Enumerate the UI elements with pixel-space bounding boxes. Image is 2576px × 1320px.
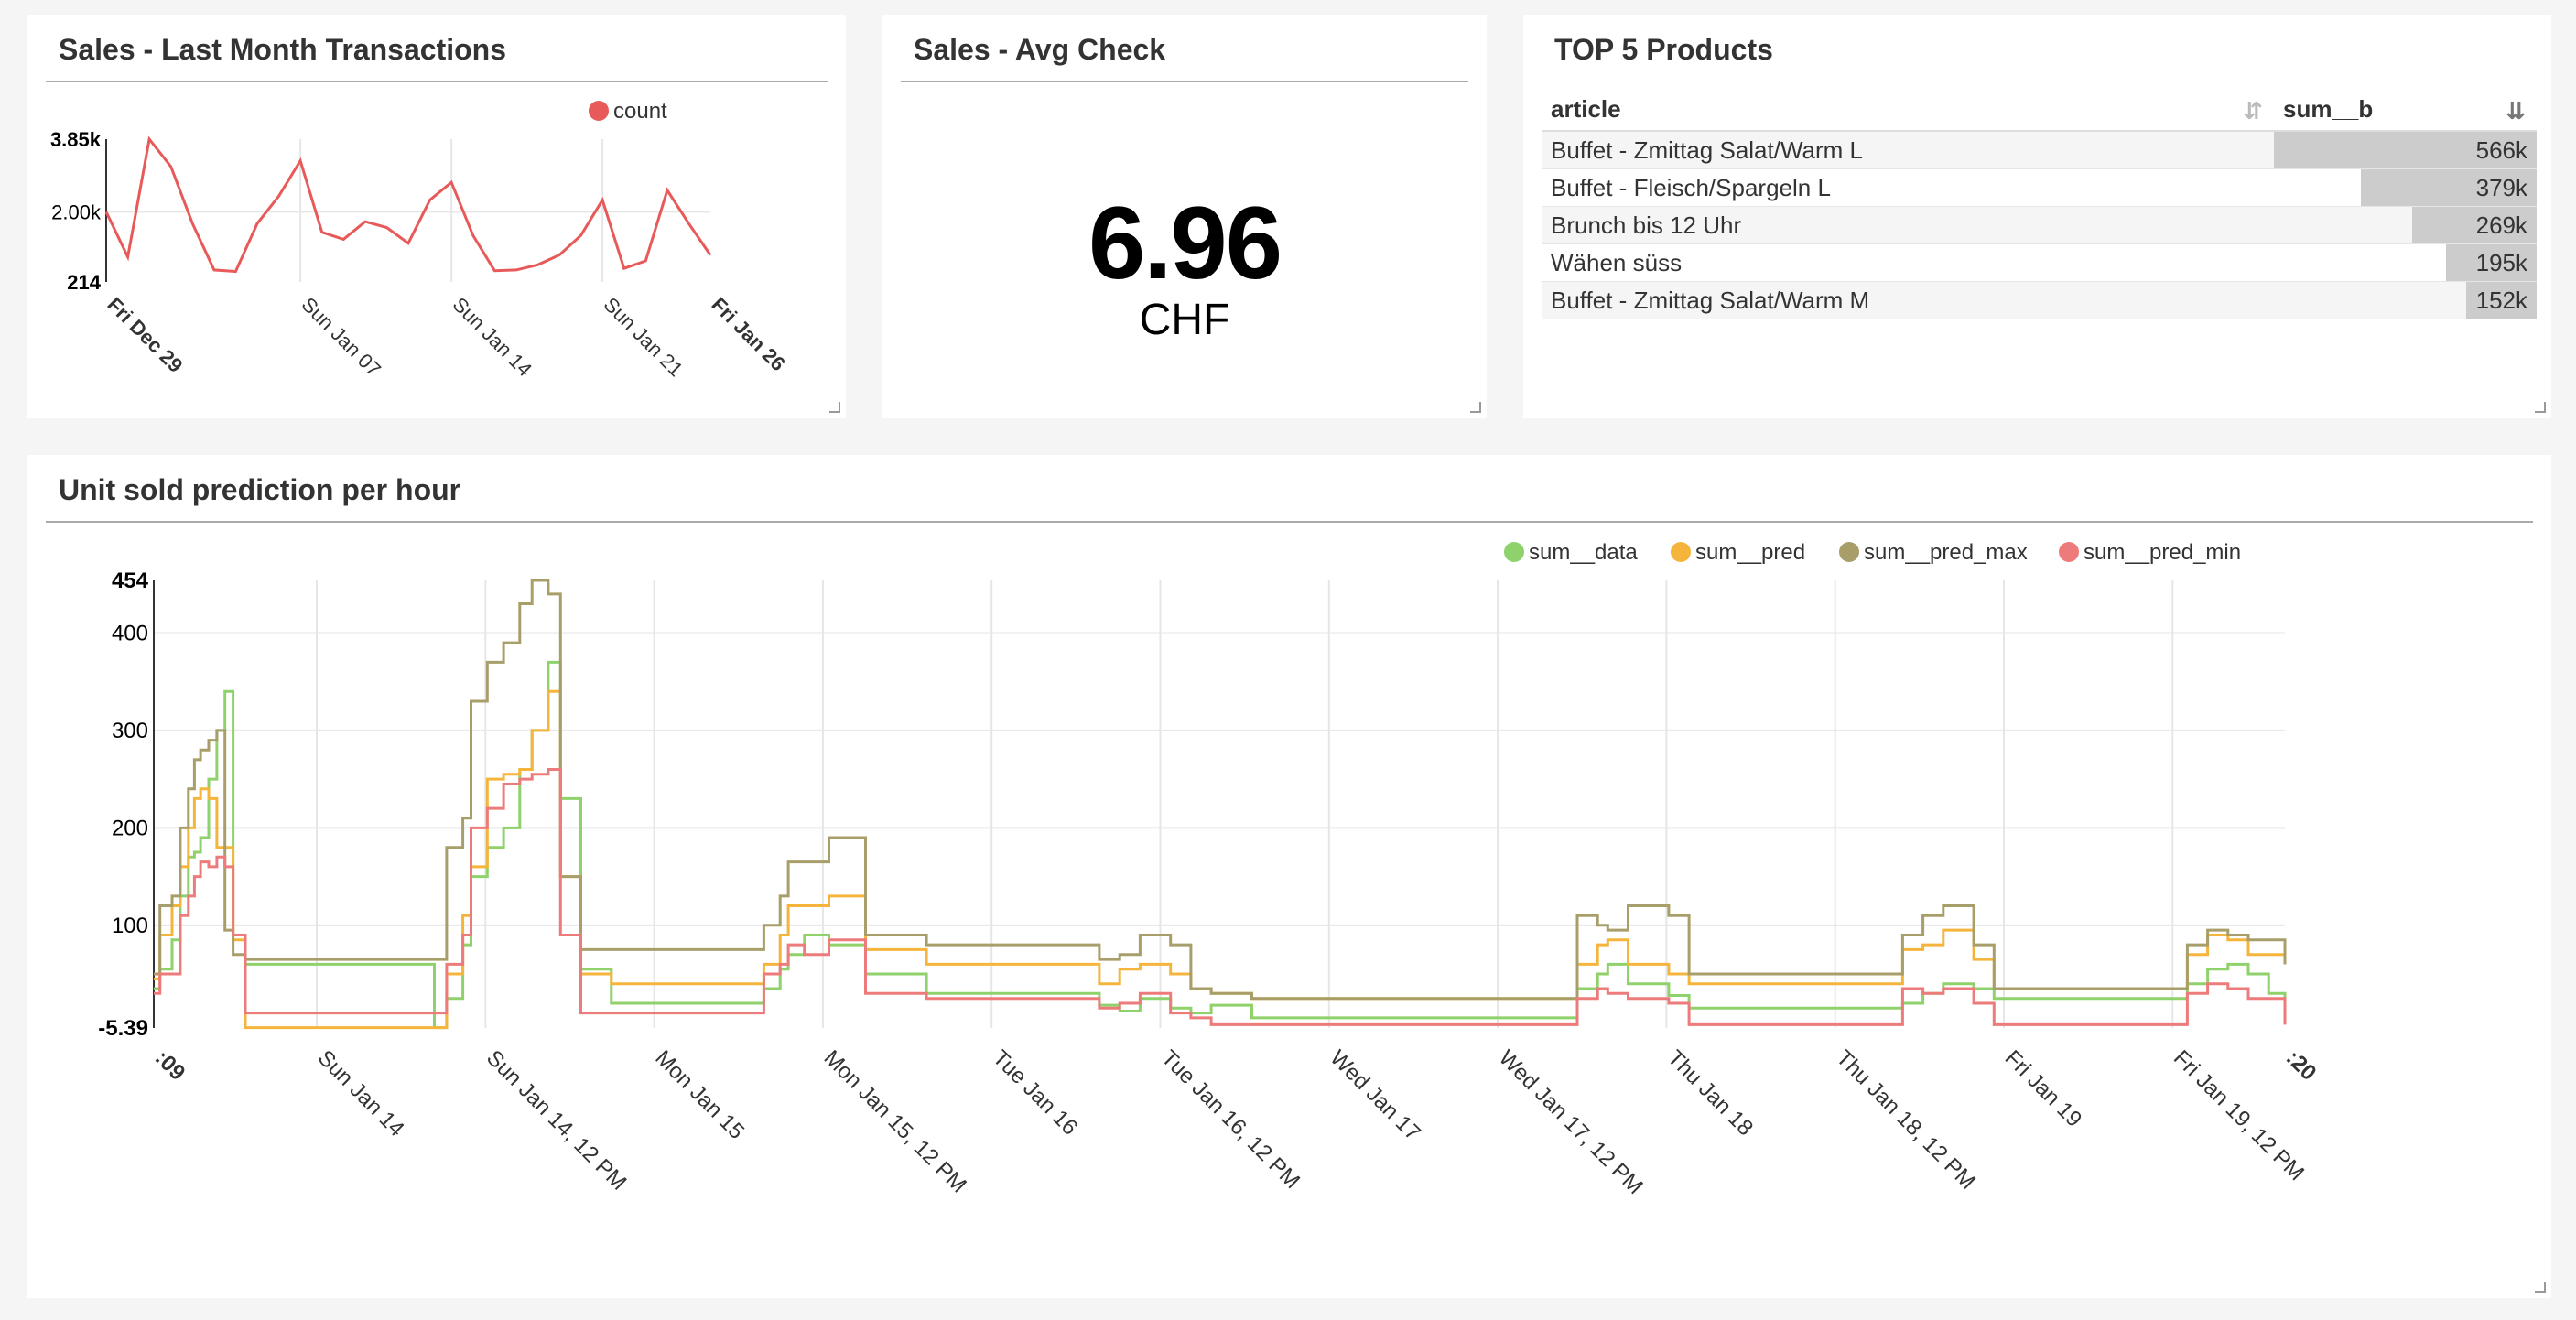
legend-label: sum__pred_max — [1864, 540, 2028, 565]
y-tick-label: 3.85k — [50, 128, 102, 151]
legend-label: sum__pred — [1695, 540, 1805, 565]
y-tick-label: 454 — [112, 568, 149, 593]
value-bar — [2360, 169, 2537, 206]
article-cell: Buffet - Zmittag Salat/Warm L — [1542, 131, 2274, 169]
panel-title: Unit sold prediction per hour — [59, 473, 461, 506]
x-tick-label: Wed Jan 17, 12 PM — [1494, 1045, 1648, 1199]
x-tick-label: Fri Jan 19 — [2000, 1045, 2087, 1132]
title-divider — [901, 81, 1468, 82]
table-row[interactable]: Buffet - Fleisch/Spargeln L 379k — [1542, 168, 2537, 207]
y-tick-label: 200 — [112, 816, 148, 840]
x-tick-label: Wed Jan 17 — [1326, 1045, 1425, 1145]
y-tick-label: 300 — [112, 719, 148, 743]
value-cell: 269k — [2274, 206, 2537, 244]
series-line-sum__pred — [154, 689, 2287, 1030]
x-tick-label: :09 — [150, 1045, 190, 1086]
sort-icon[interactable]: ⇵ — [2243, 97, 2263, 124]
value-bar — [2411, 207, 2537, 243]
value-bar — [2446, 244, 2537, 281]
value-cell: 379k — [2274, 168, 2537, 207]
legend-label: sum__pred_min — [2084, 540, 2241, 565]
article-cell: Buffet - Fleisch/Spargeln L — [1542, 168, 2274, 207]
column-header-sum[interactable]: sum__b ⇊ — [2274, 88, 2537, 132]
article-cell: Wähen süss — [1542, 243, 2274, 282]
sort-desc-icon[interactable]: ⇊ — [2506, 97, 2526, 124]
series-line-count — [104, 135, 712, 274]
legend-marker — [589, 101, 609, 121]
x-tick-label: Mon Jan 15 — [650, 1045, 749, 1144]
article-cell: Buffet - Zmittag Salat/Warm M — [1542, 281, 2274, 319]
x-tick-label: Fri Dec 29 — [103, 293, 187, 377]
legend-label: count — [613, 99, 667, 124]
x-tick-label: Sun Jan 14, 12 PM — [482, 1045, 631, 1195]
y-tick-label: -5.39 — [98, 1016, 148, 1041]
value-label: 152k — [2475, 286, 2527, 314]
y-tick-label: 2.00k — [51, 200, 102, 223]
x-tick-label: Tue Jan 16 — [988, 1045, 1082, 1140]
value-label: 195k — [2475, 248, 2527, 276]
value-label: 269k — [2475, 211, 2527, 239]
title-divider — [46, 81, 828, 82]
big-number-unit: CHF — [1139, 296, 1230, 344]
table-row[interactable]: Buffet - Zmittag Salat/Warm L 566k — [1542, 131, 2537, 169]
prediction-panel: Unit sold prediction per hour 454 400 300 2… — [27, 455, 2551, 1298]
title-divider — [46, 521, 2533, 523]
series-line-sum__data — [154, 660, 2287, 1030]
x-tick-label: Mon Jan 15, 12 PM — [819, 1045, 971, 1197]
x-tick-label: Sun Jan 07 — [298, 293, 385, 381]
table-row[interactable]: Brunch bis 12 Uhr 269k — [1542, 206, 2537, 244]
panel-title: Sales - Avg Check — [914, 33, 1166, 66]
x-tick-label: Sun Jan 14 — [313, 1045, 409, 1141]
value-label: 566k — [2475, 135, 2527, 164]
x-tick-label: Sun Jan 21 — [600, 293, 687, 381]
x-tick-label: Thu Jan 18, 12 PM — [1831, 1045, 1979, 1194]
value-cell: 152k — [2274, 281, 2537, 319]
article-cell: Brunch bis 12 Uhr — [1542, 206, 2274, 244]
resize-handle-icon[interactable] — [2535, 402, 2546, 413]
avg-check-panel: Sales - Avg Check 6.96 CHF — [882, 15, 1487, 418]
x-tick-label: :20 — [2281, 1045, 2322, 1086]
panel-title: TOP 5 Products — [1554, 33, 1773, 66]
value-cell: 566k — [2274, 131, 2537, 169]
column-header-article[interactable]: article ⇵ — [1542, 88, 2274, 132]
legend-marker — [1504, 542, 1524, 562]
table-row[interactable]: Buffet - Zmittag Salat/Warm M 152k — [1542, 281, 2537, 319]
y-tick-label: 100 — [112, 914, 148, 938]
y-tick-label: 400 — [112, 621, 148, 645]
top5-panel: TOP 5 Products article ⇵ sum__b ⇊ Buffet… — [1523, 15, 2551, 418]
table-row[interactable]: Wähen süss 195k — [1542, 243, 2537, 282]
resize-handle-icon[interactable] — [2535, 1282, 2546, 1293]
value-cell: 195k — [2274, 243, 2537, 282]
big-number-value: 6.96 — [1088, 186, 1283, 300]
legend-marker — [2059, 542, 2079, 562]
column-label: sum__b — [2283, 94, 2374, 123]
legend-label: sum__data — [1529, 540, 1638, 565]
legend-marker — [1671, 542, 1691, 562]
x-tick-label: Sun Jan 14 — [449, 293, 536, 381]
series-line-sum__pred_max — [154, 579, 2287, 1001]
resize-handle-icon[interactable] — [829, 402, 840, 413]
resize-handle-icon[interactable] — [1470, 402, 1481, 413]
value-bar — [2465, 282, 2537, 319]
transactions-panel: Sales - Last Month Transactions 3.85k 2.0… — [27, 15, 846, 418]
value-label: 379k — [2475, 173, 2527, 201]
legend-marker — [1839, 542, 1859, 562]
prediction-chart: 454 400 300 200 100 -5.39:09 Sun Jan 14 Sun Jan… — [98, 540, 2322, 1199]
y-tick-label: 214 — [67, 271, 101, 294]
top5-table: article ⇵ sum__b ⇊ Buffet - Zmittag Sala… — [1542, 88, 2537, 319]
series-line-sum__pred_min — [154, 768, 2287, 1026]
x-tick-label: Thu Jan 18 — [1662, 1045, 1758, 1141]
value-bar — [2274, 132, 2537, 168]
x-tick-label: Fri Jan 26 — [707, 293, 789, 375]
column-label: article — [1551, 94, 1621, 123]
x-tick-label: Tue Jan 16, 12 PM — [1156, 1045, 1304, 1194]
panel-title: Sales - Last Month Transactions — [59, 33, 506, 66]
